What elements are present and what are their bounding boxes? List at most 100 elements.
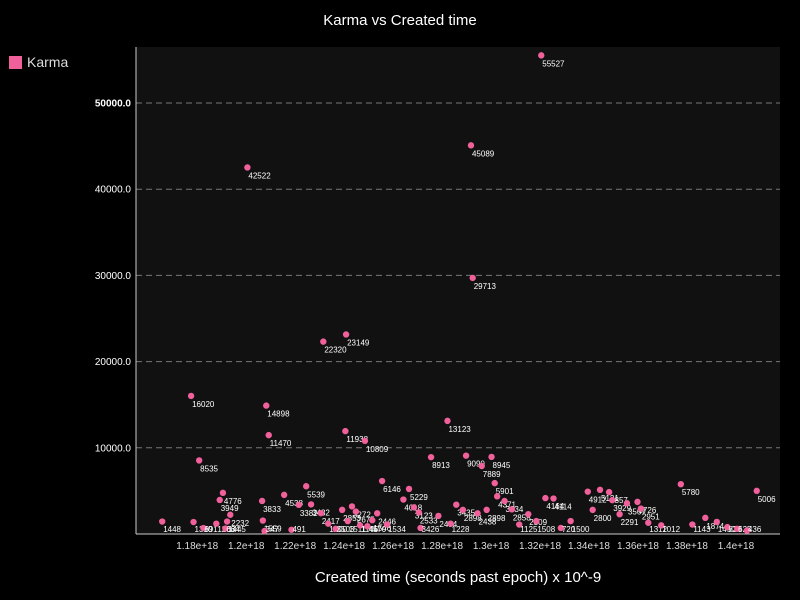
data-point [352,508,360,515]
data-point-label: 2533 [420,516,438,525]
data-point-label: 5901 [496,487,514,496]
data-point-label: 2853 [343,514,361,523]
data-point [469,274,476,282]
data-point [538,52,545,59]
y-tick-labels: 10000.0 20000.0 30000.0 40000.0 50000.0 [95,99,132,455]
data-point [713,518,721,526]
y-tick-label: 40000.0 [95,185,132,196]
data-point [733,525,741,533]
data-point-label: 2800 [594,514,612,523]
data-point-label: 4912 [589,496,607,505]
data-point [658,522,665,529]
data-point-label: 1559 [264,525,282,534]
data-point-label: 1125 [520,525,538,534]
data-point-label: 3726 [638,506,656,515]
data-point [200,524,207,532]
data-point-label: 1012 [662,525,680,534]
data-point [258,497,266,505]
data-point-label: 1874 [706,522,724,531]
data-point [501,497,508,505]
data-point [493,493,501,500]
data-point [344,517,352,525]
data-point-label: 45089 [472,149,495,158]
data-point-label: 4570 [368,525,386,534]
data-point-label: 55527 [542,59,565,68]
data-point [584,488,591,495]
data-point [364,523,371,530]
data-point-label: 3272 [353,510,371,519]
data-point-label: 3426 [422,525,440,534]
data-point-label: 491 [292,525,306,534]
data-point [462,452,470,459]
data-point-label: 2232 [231,519,249,528]
data-point-label: 2898 [464,514,482,523]
gridlines [136,102,780,449]
data-point [417,524,424,532]
data-point-label: 347 [266,525,280,534]
data-point [356,522,364,529]
data-point-label: 8535 [200,464,218,473]
data-point-label: 5229 [410,493,428,502]
data-point [195,457,203,464]
data-point [533,517,540,525]
data-point-label: 42522 [248,171,271,180]
data-point [405,485,413,493]
data-point [400,496,407,503]
data-point [265,431,272,439]
data-point [332,525,339,533]
data-point [320,338,327,345]
data-point-label: 2291 [621,518,639,527]
data-point [222,525,229,532]
data-point-label: 1546 [373,524,391,533]
data-point [508,506,516,513]
data-point [483,506,490,514]
data-point [550,495,557,502]
data-point-label: 5539 [307,490,325,499]
data-point-label: 1228 [452,525,470,534]
x-tick-label: 1.28e+18 [421,541,463,552]
data-point [216,496,223,504]
y-tick-label: 50000.0 [95,99,132,110]
data-point-label: 3435 [457,509,475,518]
data-point-label: 3382 [300,509,318,518]
data-point-label: 1500 [572,525,590,534]
data-point [467,142,475,149]
data-point-label: 3567 [628,507,646,516]
data-point [302,483,310,490]
x-axis-label: Created time (seconds past epoch) x 10^-… [315,569,601,586]
data-point [187,392,195,400]
data-point [616,510,623,518]
data-point [223,518,231,525]
data-point-label: 2438 [479,517,497,526]
data-point-label: 11938 [346,435,368,444]
data-point [753,487,760,495]
x-tick-label: 1.32e+18 [519,541,561,552]
x-tick-label: 1.18e+18 [176,541,218,552]
data-point-label: 4371 [498,500,516,509]
data-point-label: 4538 [285,499,303,508]
data-point [378,477,386,485]
data-point-label: 23149 [347,338,370,347]
data-point-label: 2858 [513,513,531,522]
data-point [474,510,481,517]
data-point-label: 7889 [483,470,501,479]
x-tick-label: 1.2e+18 [228,541,265,552]
data-point [325,520,332,527]
data-point-label: 1143 [693,525,711,534]
data-point-label: 3949 [221,504,239,513]
data-point-label: 2417 [322,517,340,526]
data-point-label: 4114 [554,503,572,512]
data-point-label: 720 [562,525,576,534]
data-point [190,518,197,526]
data-point [415,509,423,516]
data-point [453,501,460,508]
data-point-label: 5780 [682,488,700,497]
data-point [645,519,652,526]
data-point-label: 11470 [270,439,292,448]
data-point [447,520,454,527]
data-point [724,523,731,531]
data-point [637,505,645,512]
y-tick-label: 30000.0 [95,271,132,282]
data-point-label: 1312 [649,525,667,534]
